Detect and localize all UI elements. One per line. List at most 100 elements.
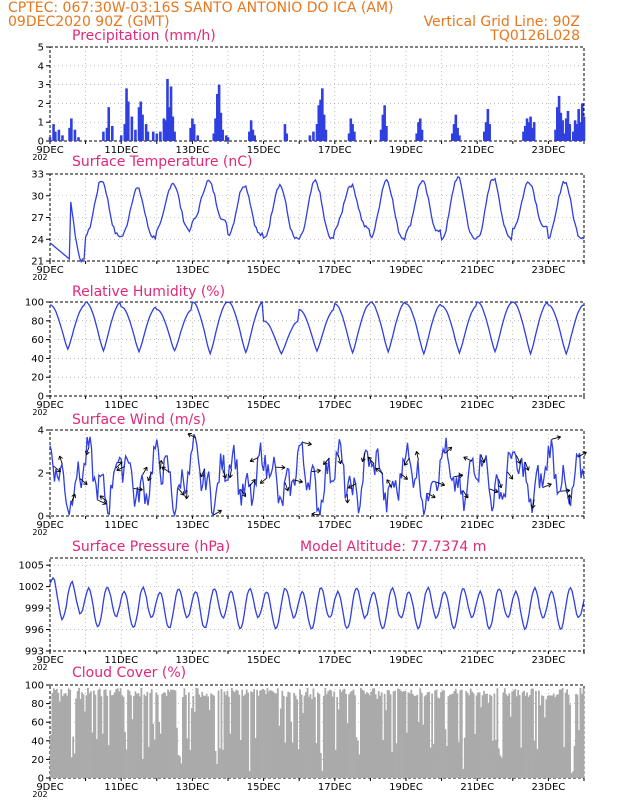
wind-arrow [375,467,384,475]
rh-ytick-label: 60 [31,335,44,346]
cloud-bar [582,688,585,778]
wind-xtick-label: 21DEC [460,520,494,531]
wind-arrow [97,499,107,505]
temp-xtick-label: 17DEC [318,265,352,276]
wind-arrow-head [414,451,420,456]
precip-xtick-label: 19DEC [389,145,423,156]
cloud-bar [330,690,333,778]
pres-xtick-label: 17DEC [318,655,352,666]
cloud-bar [90,691,92,778]
precip-bar [123,124,127,141]
cloud-bar [238,694,241,778]
precip-bar [285,133,289,141]
cloud-bar [233,692,236,778]
cloud-bar [113,692,116,778]
precip-bar [420,129,424,141]
rh-xtick-label: 11DEC [104,400,138,411]
cloud-bar [308,696,310,778]
wind-arrow [444,446,453,454]
cloud-bar [469,688,472,778]
wind-arrow [578,451,587,458]
precip-bar [248,131,251,141]
cloud-bar [100,696,103,778]
rh-ytick-label: 40 [31,354,44,365]
cloud-bar [358,754,361,778]
wind-xtick-label: 13DEC [176,520,210,531]
cloud-bar [288,692,291,778]
cloud-bar [572,771,574,778]
wind-arrow [99,495,108,502]
cloud-bar [512,690,515,778]
cloud-bar [198,694,201,778]
pres-ytick-label: 999 [25,604,44,615]
cloud-bar [311,699,313,778]
cloud-bar [404,690,407,778]
precip-bar [379,129,383,141]
cloud-bar [497,748,500,778]
cloud-bar [91,732,94,778]
cloud-bar [236,690,239,778]
cloud-bar [438,698,441,778]
pres-year-label: 202 [32,663,47,672]
wind-arrow [462,490,469,499]
wind-arrow [249,457,259,462]
cloud-bar [576,694,579,778]
precip-bar [212,133,216,141]
cloud-bar [394,690,396,778]
wind-arrow [161,466,170,473]
cloud-bar [496,688,499,778]
cloud-bar [451,693,454,778]
temp-xtick-label: 9DEC [36,265,63,276]
cloud-bar [162,692,165,778]
cloud-bar [575,693,577,778]
precip-bar [575,124,579,141]
precip-bar [171,116,175,141]
cloud-bar [520,747,522,778]
wind-arrow [85,446,90,455]
cloud-bar [557,694,560,778]
precip-xtick-label: 9DEC [36,145,63,156]
cloud-bar [441,690,444,778]
precip-bar [52,124,55,141]
cloud-bar [487,702,490,778]
precip-bar [564,118,568,141]
wind-arrow [507,471,514,480]
pres-ytick-label: 996 [25,625,44,636]
cloud-bar [317,692,319,778]
cloud-bar [244,694,247,778]
wind-arrow [386,479,393,488]
cloud-bar [159,733,162,778]
temp-ytick-label: 21 [31,257,44,268]
wind-xtick-label: 11DEC [104,520,138,531]
cloud-bar [51,692,54,778]
cloud-bar [190,708,193,778]
cloud-bar [287,691,290,778]
cloud-bar [182,697,184,778]
cloud-bar [453,690,456,778]
cloud-bar [539,705,542,778]
cloud-bar [273,693,276,778]
precip-ytick-label: 3 [38,80,44,91]
wind-arrow-head [464,493,469,499]
cloud-bar [551,695,554,778]
cloud-bar [225,695,227,778]
rh-xtick-label: 19DEC [389,400,423,411]
wind-arrow-head [249,457,255,463]
cloud-bar [210,693,212,778]
temp-xtick-label: 21DEC [460,265,494,276]
cloud-bar [195,687,198,778]
wind-arrow-head [403,461,409,466]
wind-arrow [367,456,375,465]
cloud-bar [468,695,471,778]
precip-bar [554,129,557,141]
wind-arrow [416,451,419,461]
rh-year-label: 202 [32,408,47,417]
cloud-bar [327,691,330,778]
cloud-bar [254,738,257,778]
cloud-bar [478,692,481,778]
precip-bar [523,125,527,141]
cloud-bar [426,692,429,778]
cloud-bar [564,692,567,778]
temp-xtick-label: 13DEC [176,265,210,276]
cloud-bar [55,688,58,778]
